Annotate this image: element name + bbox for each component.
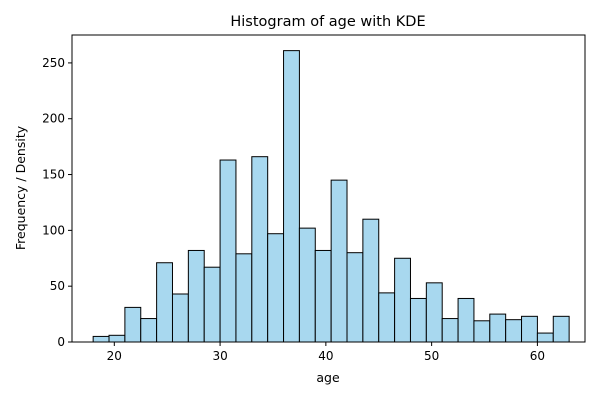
histogram-bar [251,156,269,343]
histogram-bar [536,332,554,343]
histogram-bar [441,318,459,343]
histogram-bar [409,297,427,343]
histogram-bar [489,313,507,343]
histogram-bar [330,179,348,343]
x-tick-label: 40 [318,349,333,363]
y-tick-label: 150 [42,168,65,182]
bars-group [92,50,570,343]
x-tick-label: 50 [424,349,439,363]
histogram-bar [92,335,110,343]
y-tick-label: 100 [42,223,65,237]
histogram-bar [362,218,380,343]
histogram-bar [187,249,205,343]
x-axis-ticks: 20 30 40 50 60 [107,342,545,363]
plot-frame [71,34,586,343]
histogram-bar [140,318,158,343]
histogram-bar [314,249,332,343]
histogram-bar [219,159,237,343]
x-tick-label: 30 [212,349,227,363]
x-axis-label: age [316,370,340,385]
histogram-bar [473,320,491,343]
histogram-bar [203,266,221,343]
histogram-bar [108,334,126,343]
chart-title: Histogram of age with KDE [230,14,425,30]
histogram-bar [267,233,285,343]
histogram-bar [171,293,189,343]
histogram-bar [124,306,142,343]
y-tick-label: 0 [57,335,65,349]
histogram-bar [283,50,300,343]
histogram-bar [156,262,173,343]
y-tick-label: 50 [50,279,65,293]
histogram-bar [235,253,253,343]
x-tick-label: 60 [530,349,545,363]
y-axis-label: Frequency / Density [13,125,28,250]
y-axis-ticks: 0 50 100 150 200 250 [42,56,72,349]
histogram-bar [346,252,364,343]
y-tick-label: 250 [42,56,65,70]
x-tick-label: 20 [107,349,122,363]
histogram-bar [521,315,538,343]
histogram-bar [505,319,523,343]
histogram-bar [394,257,411,343]
histogram-bar [425,282,443,343]
histogram-bar [457,297,475,343]
histogram-bar [378,292,396,343]
histogram-bar [552,315,570,343]
y-tick-label: 200 [42,112,65,126]
histogram-bar [298,227,316,343]
